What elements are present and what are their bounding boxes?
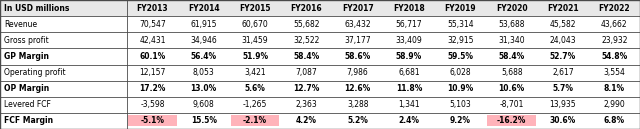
- Text: 23,932: 23,932: [601, 36, 628, 45]
- Text: 58.9%: 58.9%: [396, 52, 422, 61]
- Text: 1,341: 1,341: [398, 100, 420, 109]
- Bar: [487, 115, 536, 126]
- Text: 42,431: 42,431: [139, 36, 166, 45]
- Text: 9,608: 9,608: [193, 100, 214, 109]
- Text: Revenue: Revenue: [4, 20, 37, 29]
- Text: FY2014: FY2014: [188, 4, 220, 13]
- Text: 10.6%: 10.6%: [499, 84, 525, 93]
- Text: 3,288: 3,288: [347, 100, 369, 109]
- Text: 60.1%: 60.1%: [140, 52, 166, 61]
- Text: 15.5%: 15.5%: [191, 116, 217, 125]
- Text: 2.4%: 2.4%: [399, 116, 420, 125]
- Text: FY2016: FY2016: [291, 4, 322, 13]
- Text: 6.8%: 6.8%: [604, 116, 625, 125]
- Text: GP Margin: GP Margin: [4, 52, 49, 61]
- Text: 52.7%: 52.7%: [550, 52, 576, 61]
- Text: 70,547: 70,547: [139, 20, 166, 29]
- Text: 12.6%: 12.6%: [344, 84, 371, 93]
- Text: 2,363: 2,363: [296, 100, 317, 109]
- Bar: [128, 115, 177, 126]
- Text: 8,053: 8,053: [193, 68, 214, 77]
- Text: 4.2%: 4.2%: [296, 116, 317, 125]
- Text: 32,522: 32,522: [293, 36, 319, 45]
- Text: FY2019: FY2019: [445, 4, 476, 13]
- Text: 5.7%: 5.7%: [552, 84, 573, 93]
- Text: 56,717: 56,717: [396, 20, 422, 29]
- Text: 56.4%: 56.4%: [191, 52, 217, 61]
- Text: -8,701: -8,701: [499, 100, 524, 109]
- Text: Levered FCF: Levered FCF: [4, 100, 51, 109]
- Text: Gross profit: Gross profit: [4, 36, 49, 45]
- Text: FY2017: FY2017: [342, 4, 374, 13]
- Text: 8.1%: 8.1%: [604, 84, 625, 93]
- Text: In USD millions: In USD millions: [4, 4, 69, 13]
- Text: 5,103: 5,103: [449, 100, 471, 109]
- Text: 31,459: 31,459: [242, 36, 268, 45]
- Text: 58.4%: 58.4%: [499, 52, 525, 61]
- Text: 2,990: 2,990: [604, 100, 625, 109]
- Text: 31,340: 31,340: [499, 36, 525, 45]
- Text: 59.5%: 59.5%: [447, 52, 474, 61]
- Text: -16.2%: -16.2%: [497, 116, 526, 125]
- Text: 9.2%: 9.2%: [450, 116, 471, 125]
- Text: Operating profit: Operating profit: [4, 68, 65, 77]
- Text: 37,177: 37,177: [344, 36, 371, 45]
- Text: -5.1%: -5.1%: [140, 116, 164, 125]
- Text: FCF Margin: FCF Margin: [4, 116, 53, 125]
- Text: 24,043: 24,043: [550, 36, 577, 45]
- Text: 6,028: 6,028: [449, 68, 471, 77]
- Text: 13,935: 13,935: [550, 100, 577, 109]
- Text: 58.4%: 58.4%: [293, 52, 319, 61]
- Text: FY2020: FY2020: [496, 4, 527, 13]
- Text: 12,157: 12,157: [139, 68, 166, 77]
- Text: 53,688: 53,688: [499, 20, 525, 29]
- Text: -1,265: -1,265: [243, 100, 268, 109]
- Text: 13.0%: 13.0%: [191, 84, 217, 93]
- Text: 3,554: 3,554: [604, 68, 625, 77]
- Text: FY2021: FY2021: [547, 4, 579, 13]
- Text: 60,670: 60,670: [242, 20, 268, 29]
- Text: FY2018: FY2018: [393, 4, 425, 13]
- Text: 43,662: 43,662: [601, 20, 628, 29]
- Text: -3,598: -3,598: [140, 100, 164, 109]
- Text: 5.2%: 5.2%: [348, 116, 368, 125]
- Text: 3,421: 3,421: [244, 68, 266, 77]
- Text: 17.2%: 17.2%: [139, 84, 166, 93]
- Bar: [230, 115, 280, 126]
- Text: 7,087: 7,087: [296, 68, 317, 77]
- Text: 58.6%: 58.6%: [344, 52, 371, 61]
- Text: OP Margin: OP Margin: [4, 84, 49, 93]
- Text: 51.9%: 51.9%: [242, 52, 268, 61]
- Text: 55,314: 55,314: [447, 20, 474, 29]
- Text: 7,986: 7,986: [347, 68, 369, 77]
- Text: FY2015: FY2015: [239, 4, 271, 13]
- Text: 61,915: 61,915: [191, 20, 217, 29]
- Text: 33,409: 33,409: [396, 36, 422, 45]
- Text: 55,682: 55,682: [293, 20, 319, 29]
- Text: -2.1%: -2.1%: [243, 116, 267, 125]
- Text: FY2013: FY2013: [136, 4, 168, 13]
- Text: 34,946: 34,946: [190, 36, 217, 45]
- Text: 5,688: 5,688: [501, 68, 522, 77]
- Text: 10.9%: 10.9%: [447, 84, 474, 93]
- Text: 11.8%: 11.8%: [396, 84, 422, 93]
- Text: FY2022: FY2022: [598, 4, 630, 13]
- Text: 45,582: 45,582: [550, 20, 576, 29]
- Text: 6,681: 6,681: [398, 68, 420, 77]
- Text: 63,432: 63,432: [344, 20, 371, 29]
- Text: 2,617: 2,617: [552, 68, 574, 77]
- Text: 54.8%: 54.8%: [601, 52, 627, 61]
- Text: 12.7%: 12.7%: [293, 84, 319, 93]
- Bar: [0, 0, 640, 16]
- Text: 32,915: 32,915: [447, 36, 474, 45]
- Text: 5.6%: 5.6%: [244, 84, 266, 93]
- Text: 30.6%: 30.6%: [550, 116, 576, 125]
